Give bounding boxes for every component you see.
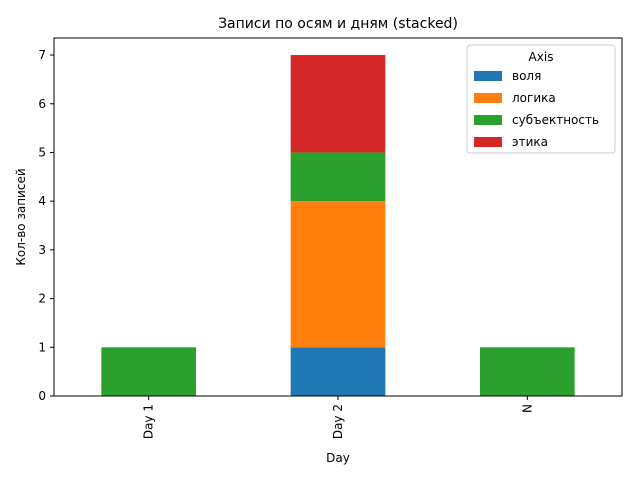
y-axis-label: Кол-во записей (14, 168, 28, 265)
bar-2-series-4 (290, 55, 386, 153)
y-tick-label: 7 (38, 48, 46, 62)
legend-title: Axis (529, 50, 554, 64)
legend-swatch (474, 93, 502, 103)
x-tick-label: Day 2 (331, 404, 345, 439)
y-tick-label: 6 (38, 97, 46, 111)
y-tick-label: 3 (38, 243, 46, 257)
legend-label: воля (512, 69, 541, 83)
legend-label: этика (512, 135, 548, 149)
bar-2-series-3 (290, 152, 386, 202)
y-tick-label: 5 (38, 145, 46, 159)
bars-group (101, 55, 575, 396)
y-tick-label: 0 (38, 389, 46, 403)
bar-1-series-3 (101, 347, 196, 396)
legend-swatch (474, 137, 502, 147)
x-axis: Day 1 Day 2 N (142, 396, 534, 439)
legend-swatch (474, 71, 502, 81)
legend-label: субъектность (512, 113, 599, 127)
x-tick-label: Day 1 (142, 404, 156, 439)
x-axis-label: Day (326, 451, 350, 465)
bar-2-series-1 (290, 347, 386, 396)
y-tick-label: 1 (38, 340, 46, 354)
bar-2-series-2 (290, 201, 386, 348)
legend: Axis воля логика субъектность этика (466, 44, 616, 154)
y-tick-label: 4 (38, 194, 46, 208)
legend-box (466, 44, 616, 154)
y-axis: 0 1 2 3 4 5 6 7 (38, 48, 54, 403)
y-tick-label: 2 (38, 292, 46, 306)
chart-title: Записи по осям и дням (stacked) (218, 16, 458, 32)
x-tick-label: N (520, 404, 534, 413)
legend-label: логика (512, 91, 556, 105)
legend-swatch (474, 115, 502, 125)
bar-3-series-3 (480, 347, 575, 396)
legend-items: воля логика субъектность этика (474, 69, 599, 149)
